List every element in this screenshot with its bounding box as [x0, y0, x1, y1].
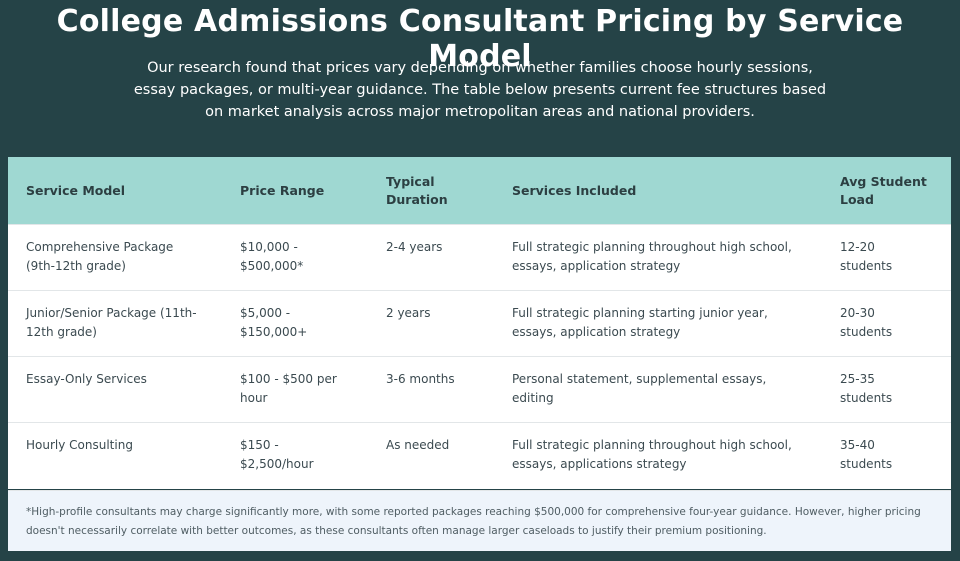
table-cell: Full strategic planning throughout high …: [494, 224, 822, 291]
table-cell: 2 years: [368, 290, 494, 357]
column-header: Price Range: [222, 157, 368, 225]
table-cell: $100 - $500 per hour: [222, 356, 368, 423]
table-cell: 25-35 students: [822, 356, 951, 423]
table-cell: 35-40 students: [822, 422, 951, 489]
column-header: Services Included: [494, 157, 822, 225]
table-row: Essay-Only Services $100 - $500 per hour 3…: [8, 356, 951, 423]
table-cell: 12-20 students: [822, 224, 951, 291]
table-cell: Comprehensive Package (9th-12th grade): [8, 224, 222, 291]
table-cell: $10,000 - $500,000*: [222, 224, 368, 291]
pricing-table: Service Model Price Range Typical Duration…: [8, 157, 951, 489]
table-row: Junior/Senior Package (11th-12th grade) $…: [8, 290, 951, 357]
table-cell: As needed: [368, 422, 494, 489]
table-cell: Full strategic planning starting junior …: [494, 290, 822, 357]
table-row: Hourly Consulting $150 - $2,500/hour As ne…: [8, 422, 951, 489]
table-cell: 2-4 years: [368, 224, 494, 291]
subtitle: Our research found that prices vary depe…: [133, 60, 827, 120]
column-header: Service Model: [8, 157, 222, 225]
table-cell: Full strategic planning throughout high …: [494, 422, 822, 489]
column-header: Typical Duration: [368, 157, 494, 225]
table-cell: 20-30 students: [822, 290, 951, 357]
column-header: Avg Student Load: [822, 157, 951, 225]
table-cell: 3-6 months: [368, 356, 494, 423]
table-row: Comprehensive Package (9th-12th grade) $1…: [8, 224, 951, 291]
page-title: College Admissions Consultant Pricing by…: [56, 4, 904, 74]
header-row: Service Model Price Range Typical Duration…: [8, 157, 951, 225]
table-cell: Personal statement, supplemental essays,…: [494, 356, 822, 423]
table-cell: $5,000 - $150,000+: [222, 290, 368, 357]
table-cell: $150 - $2,500/hour: [222, 422, 368, 489]
table-cell: Hourly Consulting: [8, 422, 222, 489]
footnote: *High-profile consultants may charge sig…: [8, 490, 951, 551]
table-cell: Essay-Only Services: [8, 356, 222, 423]
table-cell: Junior/Senior Package (11th-12th grade): [8, 290, 222, 357]
